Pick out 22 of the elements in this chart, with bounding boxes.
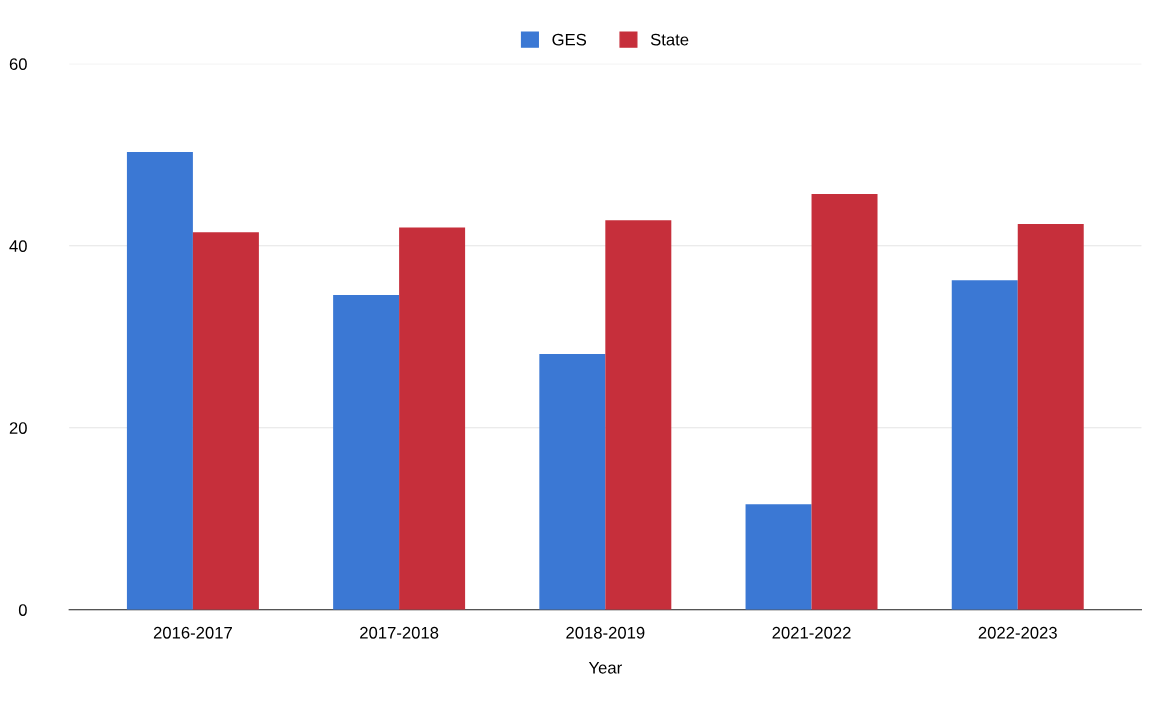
x-tick-label: 2021-2022 [772,626,851,639]
y-tick-label: 60 [9,58,27,71]
legend-label: State [650,33,689,46]
bar [811,193,878,610]
y-tick-label: 40 [9,240,27,252]
bar [745,504,812,610]
x-axis-title: Year [588,662,622,674]
x-tick-label: 2017-2018 [360,626,439,639]
x-tick-label: 2018-2019 [566,626,645,639]
y-tick-label: 20 [9,422,27,434]
bar [399,227,466,610]
x-tick-label: 2016-2017 [153,626,232,639]
bar [126,152,193,610]
bar [333,294,400,610]
bar [192,232,259,610]
bar [539,354,606,610]
bar [951,280,1018,610]
bar [1017,223,1084,610]
bar [605,220,672,610]
y-tick-label: 0 [18,604,27,616]
legend-label: GES [552,33,587,46]
x-tick-label: 2022-2023 [978,626,1057,639]
